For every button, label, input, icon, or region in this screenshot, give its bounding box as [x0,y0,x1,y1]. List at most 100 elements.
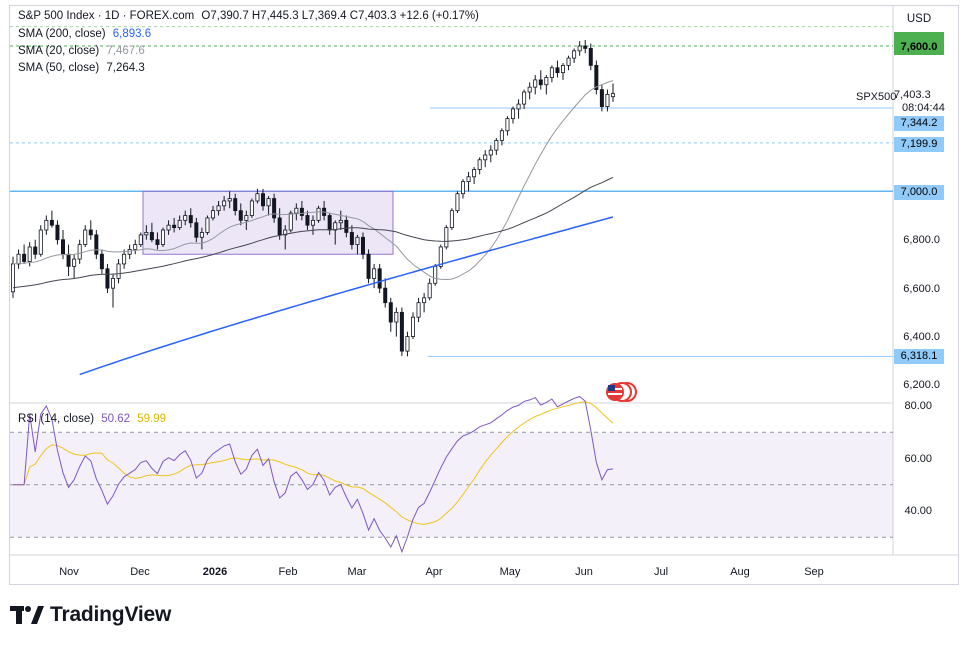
candle-body [288,212,293,231]
candle-body [177,219,182,229]
sma20-legend[interactable]: SMA (20, close) 7,467.6 [18,45,149,57]
candle-body [111,278,116,289]
candle-body [83,229,88,245]
candle-body [99,253,104,270]
us-flag-icon[interactable] [604,381,638,403]
candle-body [444,227,449,248]
candle-body [422,297,427,304]
candle-body [299,207,304,216]
tradingview-logo-icon [10,606,44,624]
candle-body [477,159,482,170]
candle-body [249,200,254,216]
candle-body [66,253,71,267]
candle-body [238,210,243,221]
candle-body [405,336,410,352]
candle-body [199,232,204,238]
candle-body [244,215,249,221]
price-tag-7000: 7,000.0 [894,185,944,200]
candle-body [222,200,227,207]
sma20-value: 7,467.6 [106,45,145,57]
candle-body [72,258,77,267]
candle-body [260,193,265,207]
candle-body [344,219,349,233]
month-sep: Sep [804,566,824,578]
candle-body [205,217,210,233]
sma50-line [12,176,614,289]
tradingview-logo[interactable]: TradingView [10,603,171,627]
candle-body [427,282,432,299]
candle-body [105,268,110,289]
symbol-legend: S&P 500 Index · 1D · FOREX.com O7,390.7 … [18,10,483,22]
candle-body [388,302,393,323]
candle-body [166,224,171,231]
rsi-ma-value: 59.99 [137,413,167,425]
sma50-legend[interactable]: SMA (50, close) 7,264.3 [18,62,149,74]
price-tick-6600: 6,600.0 [903,283,940,295]
candle-body [77,244,82,260]
sma200-legend[interactable]: SMA (200, close) 6,893.6 [18,28,155,40]
candle-body [533,79,538,88]
price-tag-top [894,32,944,40]
candle-body [155,239,160,245]
candle-body [349,232,354,245]
sma200-label: SMA (200, close) [18,28,106,40]
candle-body [455,193,460,212]
candle-body [227,198,232,202]
candle-body [416,302,421,318]
candle-body [355,236,360,245]
candle-body [516,103,521,110]
brand-name: TradingView [50,603,172,626]
month-2026: 2026 [202,566,228,578]
rsi-legend[interactable]: RSI (14, close) 50.62 59.99 [18,413,170,425]
month-jul: Jul [653,566,669,578]
candle-body [561,64,566,74]
candle-body [27,246,32,262]
candle-body [122,253,127,265]
chart-frame[interactable] [9,5,959,585]
month-mar: Mar [347,566,367,578]
candle-body [438,246,443,267]
candle-body [488,149,493,156]
countdown-label: 08:04:44 [902,102,945,114]
candle-body [394,311,399,323]
price-chart[interactable] [0,0,970,590]
candle-body [94,234,99,255]
candle-body [372,268,377,279]
rsi-tick-60: 60.00 [904,453,932,465]
candle-body [127,248,132,255]
candle-body [333,222,338,231]
rsi-line [13,396,614,554]
candle-body [360,236,365,255]
candle-body [499,130,504,141]
candle-body [10,263,15,293]
sma50-value: 7,264.3 [106,62,145,74]
candle-body [594,64,599,90]
candle-body [572,50,577,59]
candle-body [116,263,121,279]
candle-body [377,268,382,289]
candle-body [544,77,549,86]
candle-body [338,219,343,224]
price-tag-7344: 7,344.2 [894,116,944,131]
candle-body [466,176,471,182]
rsi-tick-80: 80.00 [904,400,932,412]
candle-body [494,140,499,151]
candle-body [277,217,282,236]
candle-body [138,234,143,245]
candle-body [172,224,177,229]
candle-body [449,210,454,229]
candle-body [566,57,571,66]
rsi-tick-40: 40.00 [904,505,932,517]
rsi-ma-line [13,401,614,525]
candle-body [549,67,554,78]
currency-selector[interactable]: USD [906,13,932,25]
candle-body [55,224,60,241]
price-tick-6200: 6,200.0 [903,379,940,391]
candle-body [472,169,477,178]
candle-body [366,253,371,279]
month-dec: Dec [130,566,150,578]
candle-body [272,198,277,219]
candle-body [527,86,532,93]
candle-body [188,215,193,224]
candle-body [255,193,260,202]
